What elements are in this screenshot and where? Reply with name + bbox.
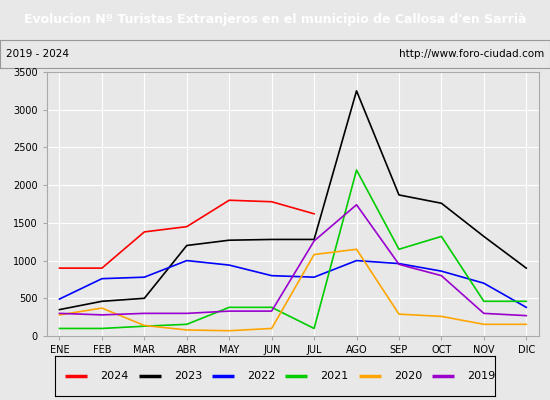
Text: 2019 - 2024: 2019 - 2024 — [6, 49, 69, 59]
Text: 2024: 2024 — [101, 371, 129, 381]
Text: 2020: 2020 — [394, 371, 422, 381]
Text: 2023: 2023 — [174, 371, 202, 381]
Text: 2019: 2019 — [467, 371, 496, 381]
Text: Evolucion Nº Turistas Extranjeros en el municipio de Callosa d'en Sarrià: Evolucion Nº Turistas Extranjeros en el … — [24, 14, 526, 26]
Text: 2021: 2021 — [321, 371, 349, 381]
Text: 2022: 2022 — [247, 371, 276, 381]
Text: http://www.foro-ciudad.com: http://www.foro-ciudad.com — [399, 49, 544, 59]
